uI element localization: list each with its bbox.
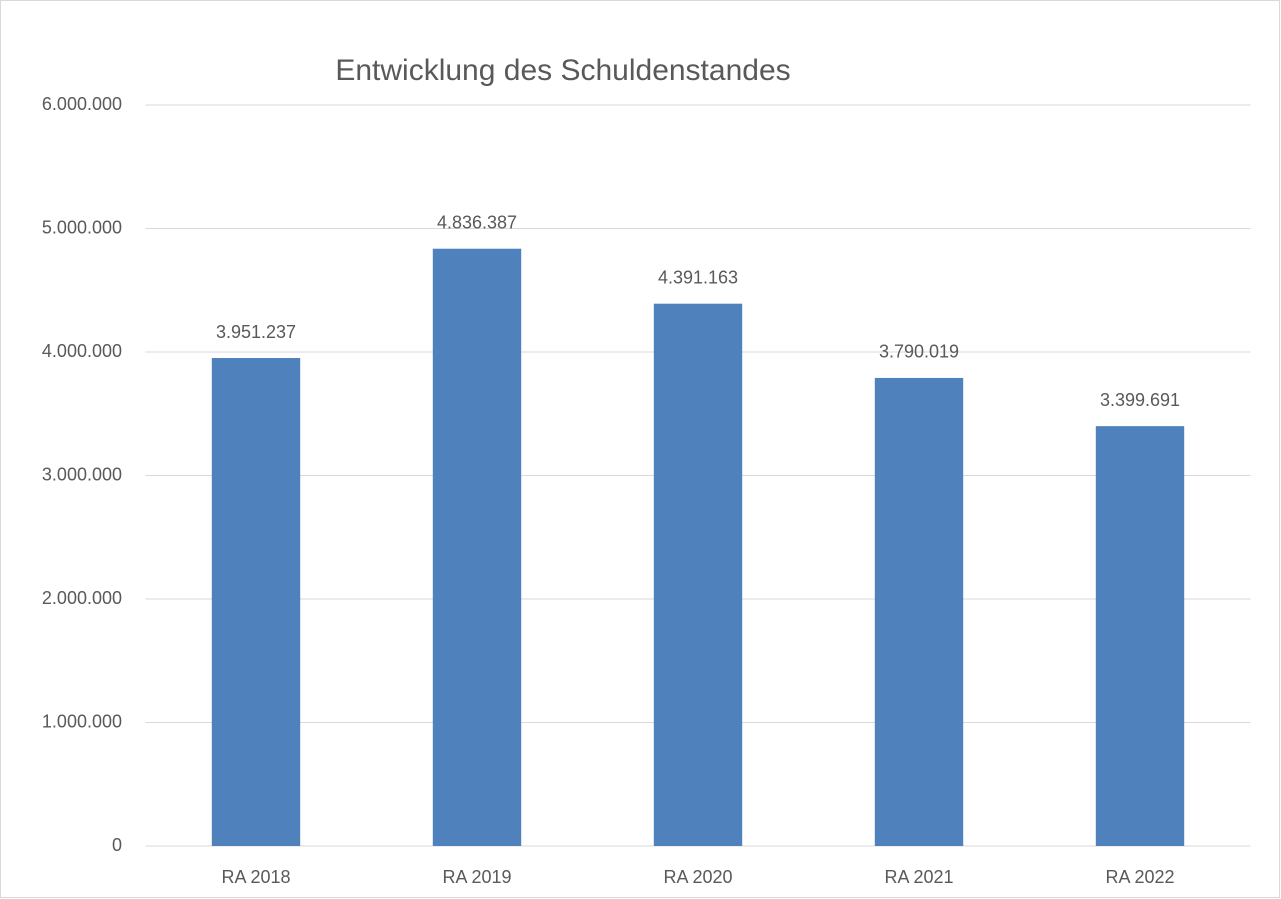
- bar: [1095, 426, 1185, 846]
- value-label: 4.836.387: [437, 212, 517, 232]
- value-label: 3.790.019: [879, 342, 959, 362]
- x-tick-label: RA 2018: [221, 867, 290, 887]
- y-tick-label: 2.000.000: [42, 588, 122, 608]
- y-tick-label: 0: [112, 835, 122, 855]
- x-tick-label: RA 2021: [884, 867, 953, 887]
- value-label: 3.399.691: [1100, 390, 1180, 410]
- y-tick-label: 5.000.000: [42, 217, 122, 237]
- value-label: 4.391.163: [658, 267, 738, 287]
- bar: [432, 248, 522, 847]
- bar: [874, 377, 964, 846]
- value-label: 3.951.237: [216, 322, 296, 342]
- x-tick-label: RA 2022: [1105, 867, 1174, 887]
- y-tick-label: 4.000.000: [42, 341, 122, 361]
- x-tick-label: RA 2019: [442, 867, 511, 887]
- x-tick-label: RA 2020: [663, 867, 732, 887]
- y-tick-label: 1.000.000: [42, 711, 122, 731]
- y-tick-label: 3.000.000: [42, 464, 122, 484]
- chart-title: Entwicklung des Schuldenstandes: [335, 54, 790, 87]
- bar: [211, 358, 301, 846]
- bar: [653, 303, 743, 846]
- y-tick-label: 6.000.000: [42, 94, 122, 114]
